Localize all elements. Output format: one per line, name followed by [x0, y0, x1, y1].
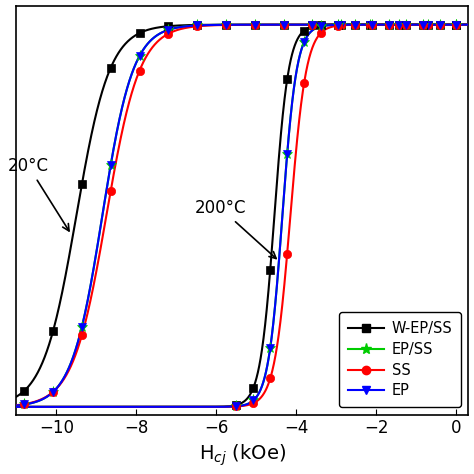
Text: 20°C: 20°C [8, 157, 69, 231]
Legend: W-EP/SS, EP/SS, SS, EP: W-EP/SS, EP/SS, SS, EP [339, 312, 461, 407]
X-axis label: H$_{cj}$ (kOe): H$_{cj}$ (kOe) [199, 443, 286, 468]
Text: 200°C: 200°C [195, 199, 276, 258]
